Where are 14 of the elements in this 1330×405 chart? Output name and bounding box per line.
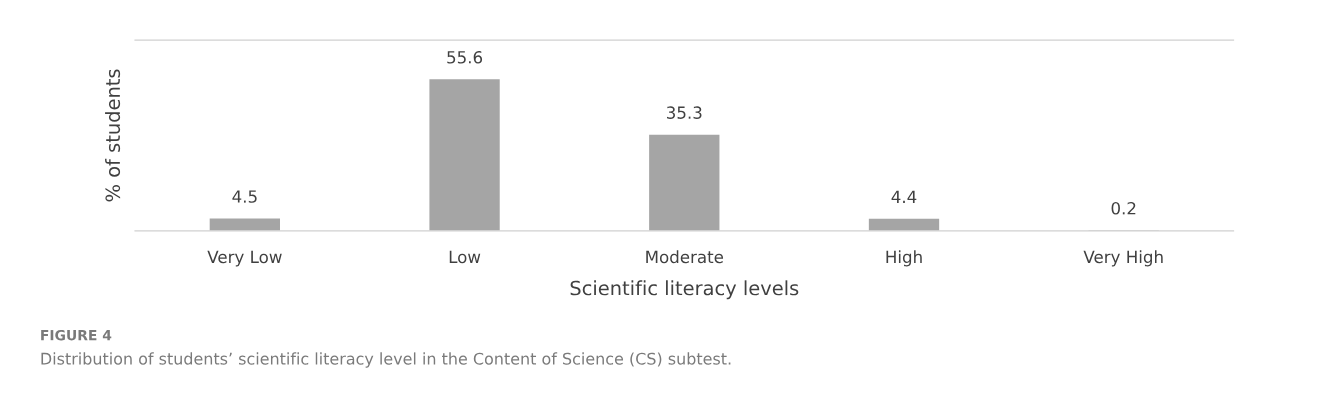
x-tick-label: High: [886, 250, 922, 267]
data-label: 4.5: [232, 190, 257, 203]
x-tick-label: Low: [449, 250, 481, 264]
y-axis-title: % of students: [105, 69, 121, 202]
x-tick-label: Very Low: [207, 250, 282, 267]
data-label: 0.2: [1111, 201, 1136, 215]
data-label: 35.3: [667, 106, 702, 119]
x-tick-label: Moderate: [646, 250, 724, 264]
text: Distribution of students’ scientific literacy level in the Content of Science (CS) subtest.: [41, 352, 731, 368]
data-label: 55.6: [447, 51, 483, 64]
x-tick-label: Very High: [1083, 250, 1163, 267]
caption: FIGURE 4: [41, 329, 112, 341]
x-axis-title: Scientific literacy levels: [570, 280, 799, 300]
data-label: 4.4: [891, 190, 917, 203]
